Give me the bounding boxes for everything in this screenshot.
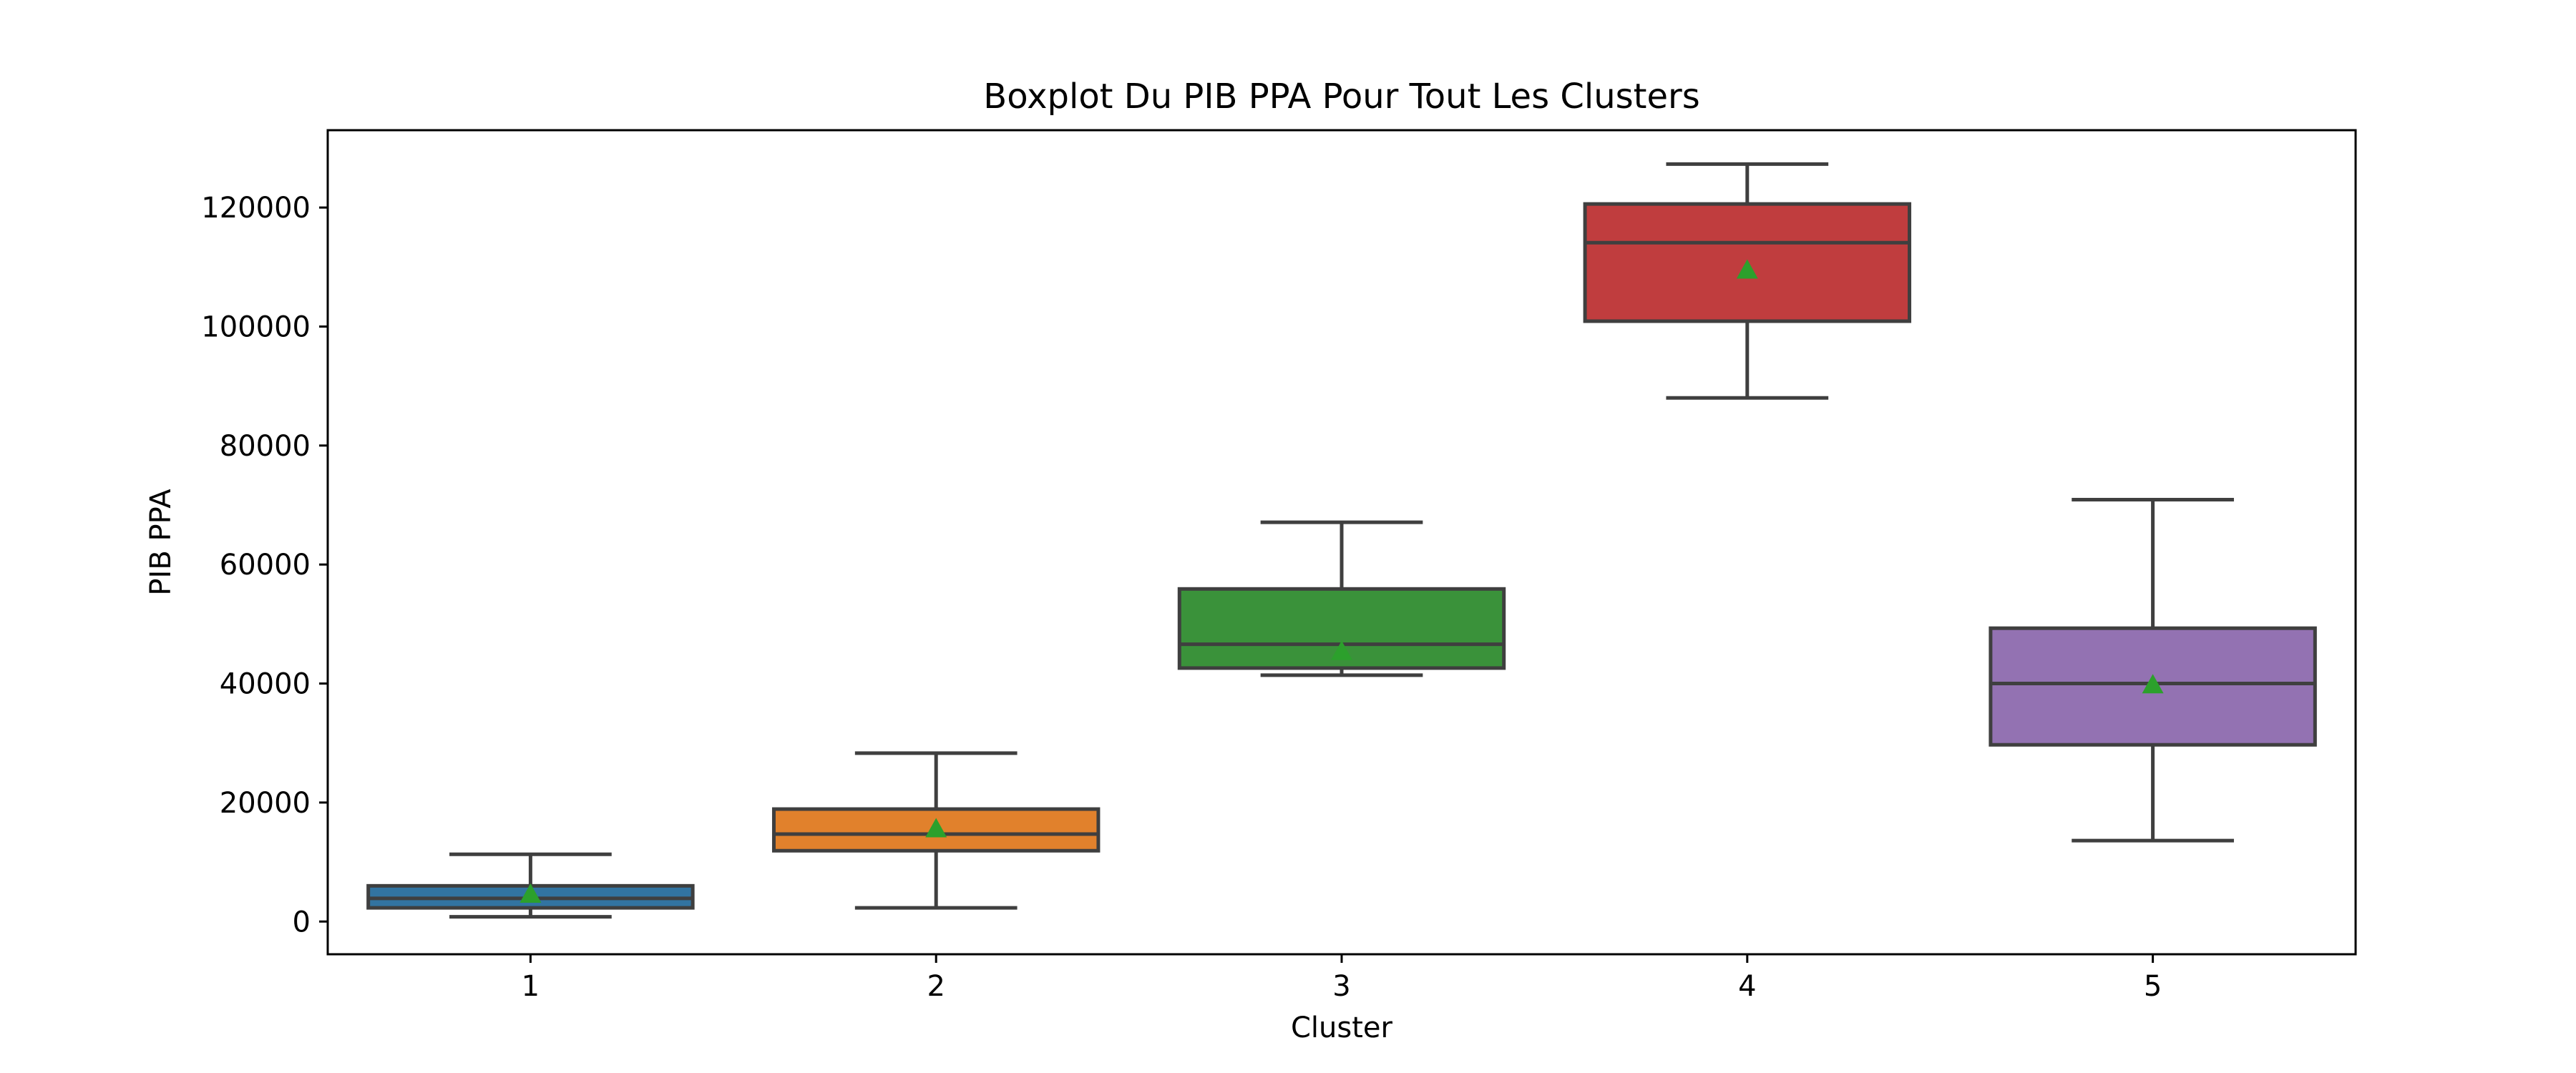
mean-marker-cluster-1 <box>519 883 542 903</box>
mean-marker-cluster-2 <box>925 818 947 838</box>
mean-marker-cluster-5 <box>2142 674 2164 694</box>
x-axis-label: Cluster <box>1291 1011 1393 1044</box>
x-tick-label-4: 4 <box>1738 970 1756 1003</box>
y-tick-label-0: 0 <box>293 906 311 939</box>
y-tick-label-120000: 120000 <box>201 192 311 225</box>
x-tick-label-2: 2 <box>927 970 945 1003</box>
x-tick-label-3: 3 <box>1332 970 1350 1003</box>
mean-marker-cluster-3 <box>1331 640 1352 660</box>
x-tick-label-1: 1 <box>522 970 540 1003</box>
y-axis-label: PIB PPA <box>145 489 177 596</box>
y-tick-label-80000: 80000 <box>220 430 311 463</box>
y-tick-label-60000: 60000 <box>220 549 311 582</box>
plot-area: 0 20000 40000 60000 80000 100000 120000 1 2 3 4 5 <box>201 129 2357 1003</box>
y-tick-label-20000: 20000 <box>220 787 311 820</box>
chart-title: Boxplot Du PIB PPA Pour Tout Les Cluster… <box>983 77 1699 117</box>
y-tick-label-40000: 40000 <box>220 668 311 701</box>
mean-marker-cluster-4 <box>1736 259 1758 279</box>
y-tick-label-100000: 100000 <box>201 310 311 343</box>
x-tick-label-5: 5 <box>2144 970 2162 1003</box>
